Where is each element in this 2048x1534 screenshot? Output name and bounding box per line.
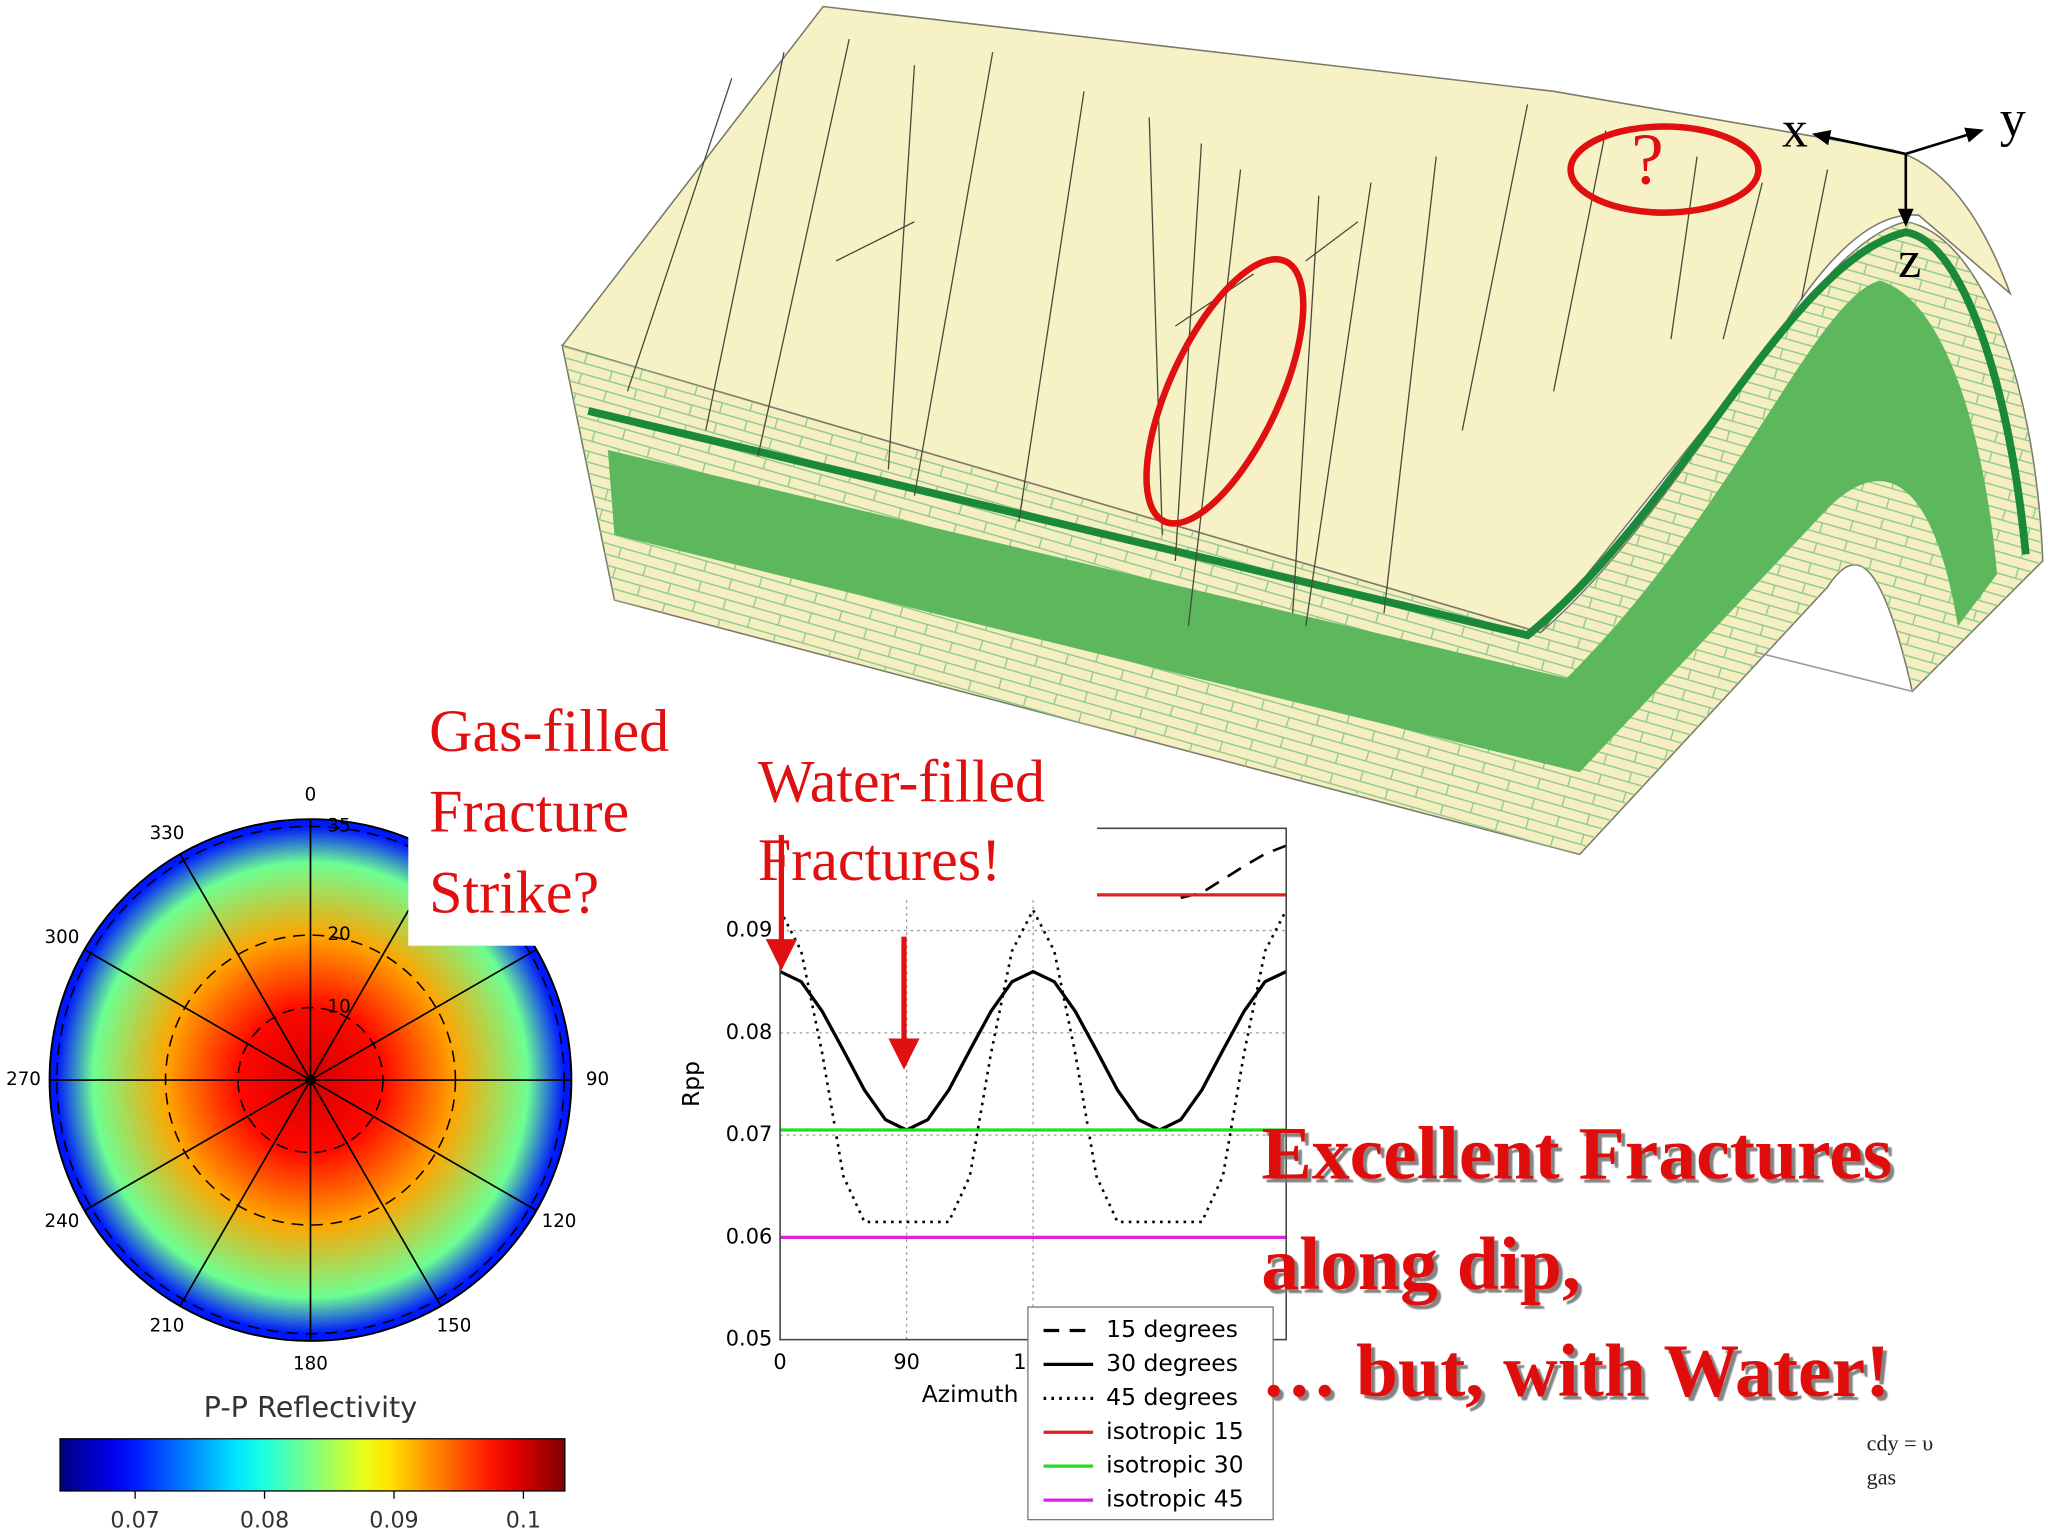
fold-diagram: ? x y z — [560, 5, 2044, 856]
angle-label: 120 — [542, 1211, 577, 1232]
axis-label: y — [2000, 91, 2026, 148]
question-mark: ? — [1631, 119, 1663, 200]
spoke — [310, 1079, 537, 1212]
spoke — [179, 853, 312, 1081]
annotation-text: Fractures! — [758, 827, 1001, 893]
legend-label: 45 degrees — [1106, 1383, 1238, 1411]
angle-label: 90 — [586, 1069, 609, 1090]
angle-label: 210 — [150, 1315, 185, 1336]
angle-label: 240 — [45, 1211, 80, 1232]
radial-tick-label: 35 — [328, 815, 351, 836]
y-tick-label: 0.06 — [726, 1224, 772, 1248]
annotation-text: Gas-filled — [429, 698, 669, 764]
annotation-box — [408, 697, 706, 946]
legend-entries: 15 degrees 30 degrees 45 degrees isotropic … — [1043, 1315, 1243, 1513]
conclusion-text: along dip, — [1261, 1223, 1581, 1306]
highlight-ellipse — [1567, 123, 1762, 216]
conclusion-text: Excellent Fractures — [1261, 1112, 1892, 1195]
annotation-box — [751, 753, 1098, 901]
colorbar-tick-label: 0.08 — [240, 1507, 289, 1533]
legend-label: 15 degrees — [1106, 1315, 1238, 1343]
line-chart: 0.050.060.070.080.09090180Azimuth (Degre… — [677, 827, 1287, 1521]
annotation-text: Strike? — [429, 860, 599, 926]
polar-chart: 1020350306090120150180210240270300330P-P… — [6, 785, 609, 1534]
series-line — [780, 969, 1287, 1132]
annotation-text: Water-filled — [758, 749, 1045, 815]
x-tick-label: 90 — [893, 1350, 920, 1374]
block-top — [560, 5, 2012, 634]
legend-label: isotropic 30 — [1106, 1451, 1243, 1479]
water-annotation: Water-filled Fractures! — [751, 749, 1098, 1070]
block-bricks — [562, 221, 2043, 855]
legend-box — [1027, 1306, 1274, 1521]
footnote: gas — [1867, 1464, 1897, 1489]
y-tick-label: 0.07 — [726, 1122, 772, 1146]
series-line — [1180, 844, 1287, 900]
radial-tick-label: 20 — [328, 924, 351, 945]
axis-arrow — [1811, 129, 1907, 156]
spoke — [84, 1079, 311, 1212]
axis-label: z — [1898, 232, 1921, 289]
conclusion-text: … but, with Water! — [1261, 1330, 1890, 1413]
angle-label: 270 — [6, 1069, 41, 1090]
angle-label: 180 — [293, 1353, 328, 1374]
axis-arrow — [1905, 127, 1984, 156]
colorbar-tick-label: 0.1 — [506, 1507, 541, 1533]
radial-tick-label: 10 — [328, 997, 351, 1018]
angle-label: 300 — [45, 927, 80, 948]
y-tick-label: 0.08 — [726, 1020, 772, 1044]
arch-base — [1755, 651, 1913, 693]
conclusion: Excellent Fractures along dip, … but, wi… — [1261, 1112, 1892, 1413]
green-layer-thick — [607, 280, 1998, 773]
angle-label: 330 — [150, 823, 185, 844]
colorbar-tick-label: 0.09 — [369, 1507, 418, 1533]
y-tick-label: 0.05 — [726, 1327, 772, 1351]
legend-label: isotropic 15 — [1106, 1417, 1243, 1445]
colorbar — [59, 1438, 566, 1492]
gas-annotation: Gas-filled Fracture Strike? — [408, 697, 706, 946]
spoke — [179, 1079, 312, 1307]
colorbar-tick-label: 0.07 — [110, 1507, 159, 1533]
angle-label: 0 — [305, 785, 317, 806]
legend-label: 30 degrees — [1106, 1349, 1238, 1377]
highlight-ellipse — [1143, 255, 1307, 527]
legend-label: isotropic 45 — [1106, 1485, 1243, 1513]
spoke — [84, 948, 311, 1081]
chart-title: P-P Reflectivity — [204, 1390, 418, 1424]
spoke — [309, 1079, 442, 1307]
green-layer-thin — [587, 228, 2030, 640]
annotation-text: Fracture — [429, 779, 629, 845]
footnote: cdy = υ — [1867, 1430, 1934, 1455]
y-axis-label: Rpp — [677, 1061, 705, 1107]
axis-label: x — [1782, 101, 1808, 158]
angle-label: 150 — [437, 1315, 472, 1336]
spoke — [310, 948, 537, 1081]
x-tick-label: 0 — [773, 1350, 786, 1374]
center-dot — [305, 1074, 316, 1086]
y-tick-label: 0.09 — [726, 918, 772, 942]
